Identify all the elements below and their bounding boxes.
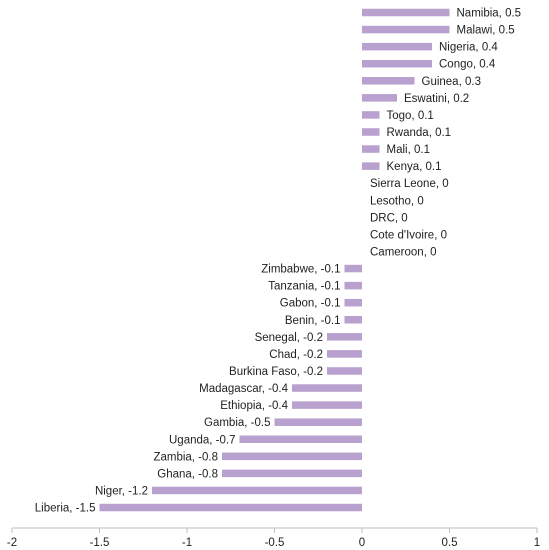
data-label-kenya: Kenya, 0.1 [387, 161, 442, 173]
bar-malawi [362, 25, 450, 34]
bar-senegal [327, 333, 362, 341]
data-label-gabon: Gabon, -0.1 [280, 298, 341, 310]
data-label-tanzania: Tanzania, -0.1 [268, 281, 340, 293]
data-label-malawi: Malawi, 0.5 [457, 25, 515, 37]
data-label-nigeria: Nigeria, 0.4 [439, 42, 498, 54]
bar-madagascar [292, 384, 362, 392]
bar-nigeria [362, 42, 432, 51]
data-label-burkina-faso: Burkina Faso, -0.2 [229, 366, 323, 378]
x-tick-label: 0 [359, 537, 365, 549]
data-label-cote-d-ivoire: Cote d'Ivoire, 0 [370, 229, 447, 241]
bar-chad [327, 350, 362, 358]
x-tick-label: -1 [182, 537, 192, 549]
data-label-eswatini: Eswatini, 0.2 [404, 93, 469, 105]
data-label-chad: Chad, -0.2 [269, 349, 323, 361]
bar-niger [152, 486, 362, 495]
bars-group [99, 8, 450, 512]
bar-mali [362, 145, 380, 153]
bar-gabon [344, 298, 362, 307]
data-label-uganda: Uganda, -0.7 [169, 434, 236, 446]
x-axis: -2 -1.5 -1 -0.5 0 0.5 1 [7, 527, 540, 549]
bar-zimbabwe [344, 264, 362, 273]
data-label-ethiopia: Ethiopia, -0.4 [220, 400, 288, 412]
data-label-congo: Congo, 0.4 [439, 59, 496, 71]
data-label-zambia: Zambia, -0.8 [153, 451, 218, 463]
bar-tanzania [344, 281, 362, 290]
data-label-gambia: Gambia, -0.5 [204, 417, 270, 429]
data-label-togo: Togo, 0.1 [387, 110, 434, 122]
data-label-namibia: Namibia, 0.5 [457, 8, 522, 20]
bar-benin [344, 316, 362, 324]
data-label-mali: Mali, 0.1 [387, 144, 430, 156]
data-label-cameroon: Cameroon, 0 [370, 246, 436, 258]
bar-eswatini [362, 94, 397, 102]
data-label-rwanda: Rwanda, 0.1 [387, 127, 452, 139]
data-label-guinea: Guinea, 0.3 [422, 76, 481, 88]
data-label-madagascar: Madagascar, -0.4 [199, 383, 288, 395]
bar-guinea [362, 77, 415, 85]
x-tick-label: 1 [534, 537, 540, 549]
bar-uganda [239, 435, 362, 443]
bar-ghana [222, 469, 362, 478]
bar-liberia [99, 503, 362, 512]
bar-ethiopia [292, 401, 362, 409]
bar-kenya [362, 162, 380, 170]
data-label-ghana: Ghana, -0.8 [157, 468, 218, 480]
data-labels-group: Namibia, 0.5 Malawi, 0.5 Nigeria, 0.4 Congo… [35, 8, 521, 515]
x-tick-label: 0.5 [442, 537, 458, 549]
data-label-liberia: Liberia, -1.5 [35, 503, 96, 515]
data-label-zimbabwe: Zimbabwe, -0.1 [261, 264, 340, 276]
data-label-benin: Benin, -0.1 [285, 315, 341, 327]
bar-togo [362, 111, 380, 119]
bar-zambia [222, 452, 362, 461]
x-tick-label: -0.5 [265, 537, 285, 549]
data-label-drc: DRC, 0 [370, 212, 408, 224]
x-tick-label: -2 [7, 537, 17, 549]
data-label-niger: Niger, -1.2 [95, 485, 148, 497]
bar-gambia [274, 418, 362, 426]
data-label-senegal: Senegal, -0.2 [255, 332, 323, 344]
bar-namibia [362, 8, 450, 17]
bar-burkina-faso [327, 367, 362, 375]
data-label-sierra-leone: Sierra Leone, 0 [370, 178, 449, 190]
bar-congo [362, 59, 432, 68]
x-tick-label: -1.5 [90, 537, 110, 549]
bar-rwanda [362, 128, 380, 136]
data-label-lesotho: Lesotho, 0 [370, 195, 424, 207]
